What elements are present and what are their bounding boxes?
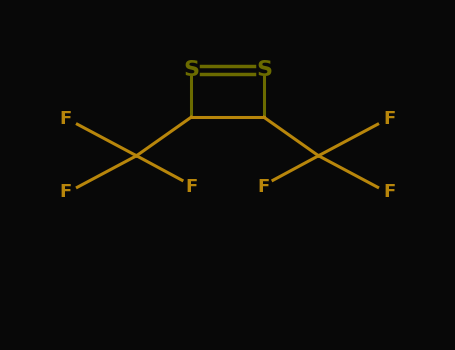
Text: F: F [383,110,395,128]
Text: S: S [183,60,199,80]
Text: F: F [383,183,395,202]
Text: S: S [256,60,272,80]
Text: F: F [258,178,270,196]
Text: F: F [60,110,72,128]
Text: F: F [185,178,197,196]
Text: F: F [60,183,72,202]
